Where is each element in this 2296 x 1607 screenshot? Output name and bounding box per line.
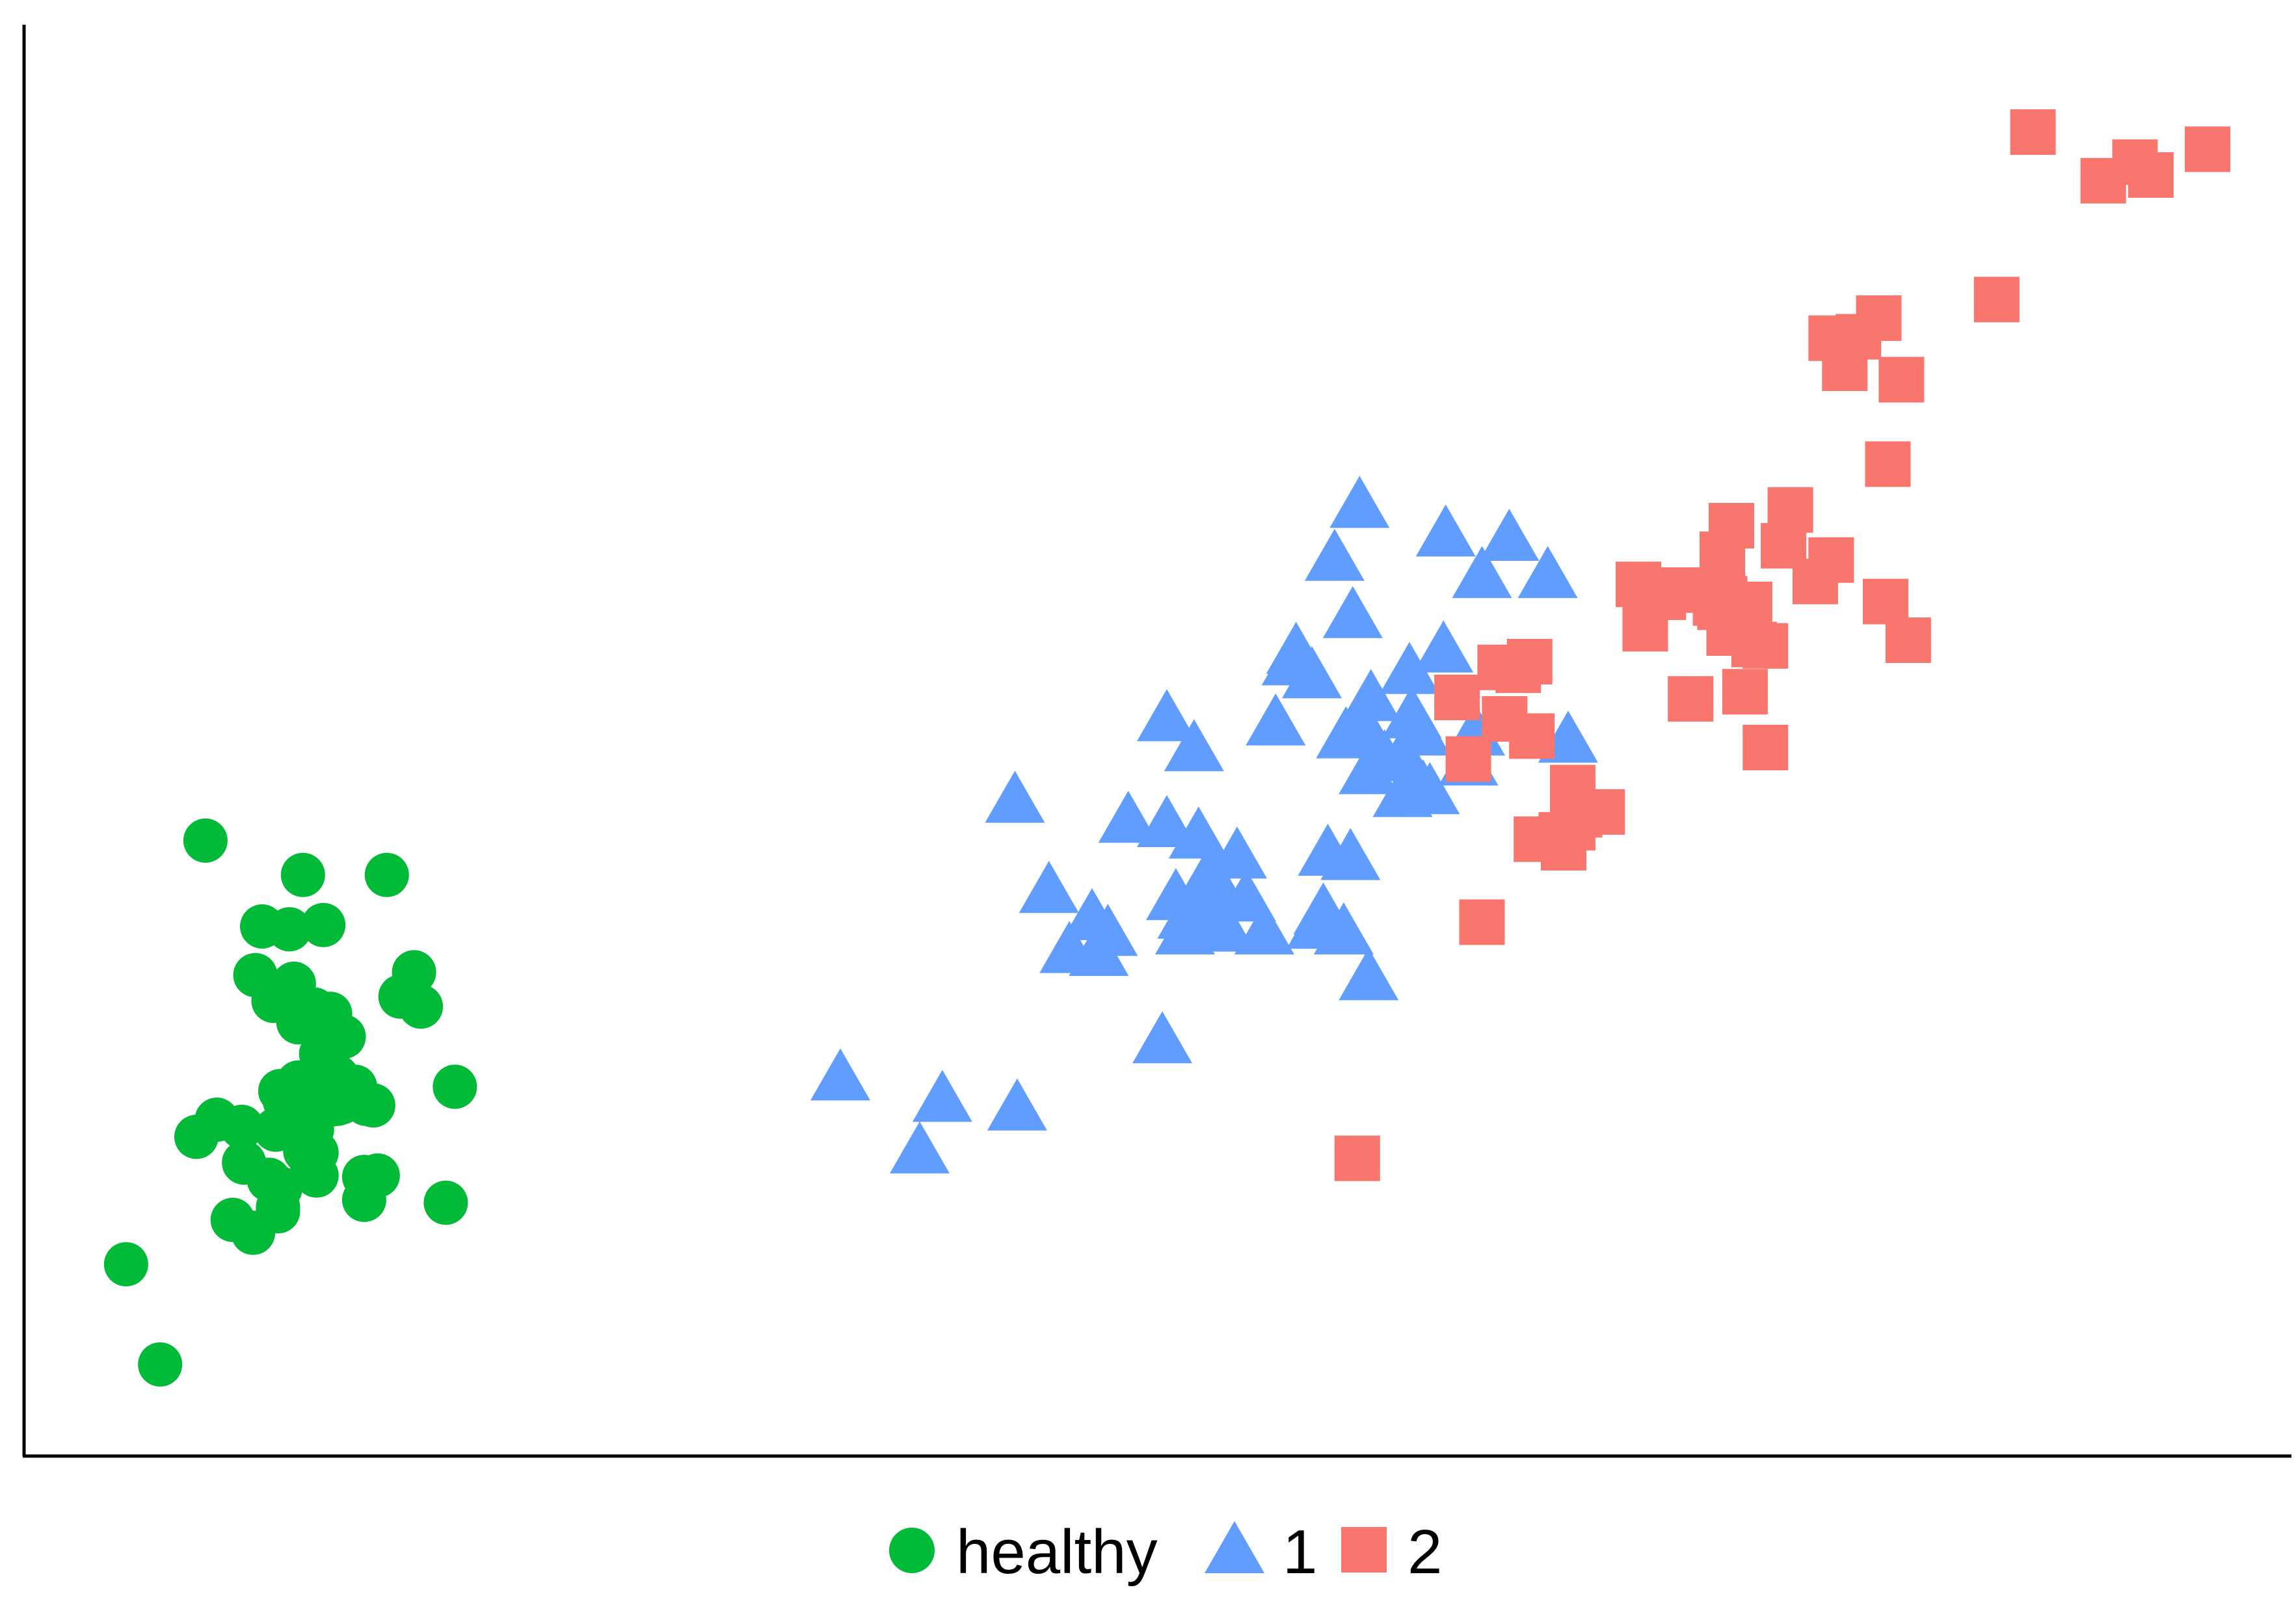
point-1-46 (1379, 641, 1439, 694)
point-healthy-1 (280, 852, 325, 897)
legend-label-2: 2 (1408, 1517, 1442, 1587)
point-1-30 (1287, 897, 1347, 949)
point-1-5 (1019, 861, 1079, 913)
point-1-9 (1069, 924, 1129, 976)
point-healthy-49 (423, 1180, 468, 1225)
legend-label-healthy: healthy (956, 1517, 1158, 1587)
point-healthy-52 (258, 1166, 302, 1211)
legend-item-2: 2 (1341, 1517, 1442, 1587)
point-1-12 (1164, 719, 1224, 772)
point-2-28 (1722, 669, 1768, 715)
point-1-2 (987, 1078, 1047, 1131)
legend-item-1: 1 (1205, 1517, 1317, 1587)
point-2-2 (1434, 675, 1480, 720)
point-1-43 (1322, 586, 1383, 638)
point-1-3 (889, 1121, 950, 1174)
point-healthy-53 (194, 1098, 239, 1142)
point-2-38 (1863, 578, 1909, 625)
point-2-46 (2010, 109, 2056, 155)
point-healthy-31 (258, 1069, 302, 1113)
point-2-39 (1878, 357, 1925, 403)
point-1-47 (1413, 620, 1474, 673)
point-2-7 (1506, 639, 1553, 684)
point-1-41 (1246, 693, 1306, 746)
point-2-49 (2128, 152, 2174, 198)
point-healthy-14 (399, 984, 444, 1029)
point-1-39 (1341, 669, 1401, 722)
point-healthy-4 (267, 907, 312, 952)
point-1-13 (1136, 795, 1197, 847)
point-healthy-33 (332, 1064, 377, 1109)
point-1-0 (810, 1048, 870, 1101)
point-healthy-55 (321, 1014, 366, 1059)
point-1-52 (1479, 509, 1540, 561)
point-healthy-48 (138, 1342, 183, 1387)
legend: healthy 1 2 (889, 1517, 1442, 1587)
point-1-18 (1207, 826, 1268, 879)
point-1-54 (1517, 546, 1578, 599)
legend-marker-2 (1341, 1527, 1387, 1573)
point-2-36 (1767, 487, 1813, 533)
point-healthy-42 (210, 1198, 255, 1242)
point-2-22 (1640, 574, 1687, 620)
point-1-58 (1261, 633, 1322, 686)
points-layer (103, 109, 2231, 1387)
point-2-30 (1742, 725, 1789, 770)
point-2-50 (2185, 126, 2231, 172)
legend-item-healthy: healthy (889, 1517, 1158, 1587)
point-1-38 (1334, 697, 1395, 750)
point-2-17 (1668, 676, 1714, 722)
point-healthy-46 (355, 1153, 400, 1198)
point-2-44 (1808, 315, 1854, 361)
point-healthy-2 (364, 852, 409, 897)
point-2-40 (1865, 441, 1911, 487)
point-2-35 (1808, 537, 1854, 583)
point-healthy-0 (183, 818, 228, 863)
point-1-53 (1415, 504, 1476, 557)
legend-marker-healthy (889, 1528, 935, 1573)
point-1-26 (1157, 886, 1218, 939)
point-1-57 (1339, 742, 1399, 794)
point-2-0 (1334, 1135, 1380, 1182)
point-healthy-34 (433, 1064, 477, 1109)
point-1-14 (1168, 806, 1229, 859)
point-2-24 (1700, 532, 1746, 577)
point-2-15 (1579, 789, 1625, 835)
point-1-11 (1136, 689, 1197, 742)
point-1-4 (985, 770, 1045, 823)
point-1-10 (1098, 790, 1158, 843)
point-1-51 (1452, 546, 1512, 599)
legend-marker-1 (1205, 1521, 1264, 1573)
point-healthy-51 (285, 1124, 330, 1169)
point-1-45 (1329, 476, 1390, 528)
point-1-23 (1234, 902, 1294, 954)
point-1-50 (1400, 762, 1460, 815)
point-2-1 (1459, 899, 1505, 945)
point-healthy-5 (301, 902, 346, 947)
point-1-44 (1304, 528, 1365, 581)
point-healthy-47 (103, 1242, 148, 1287)
point-1-31 (1320, 828, 1381, 880)
point-2-3 (1445, 736, 1491, 782)
point-2-45 (1973, 277, 2020, 323)
legend-label-1: 1 (1283, 1517, 1317, 1587)
point-2-29 (1726, 582, 1772, 627)
point-1-27 (1132, 1011, 1192, 1064)
point-1-28 (1339, 948, 1399, 1001)
point-2-37 (1885, 617, 1931, 663)
point-1-1 (912, 1070, 972, 1122)
point-2-33 (1742, 623, 1789, 669)
point-2-8 (1509, 713, 1555, 759)
point-1-49 (1391, 703, 1451, 756)
